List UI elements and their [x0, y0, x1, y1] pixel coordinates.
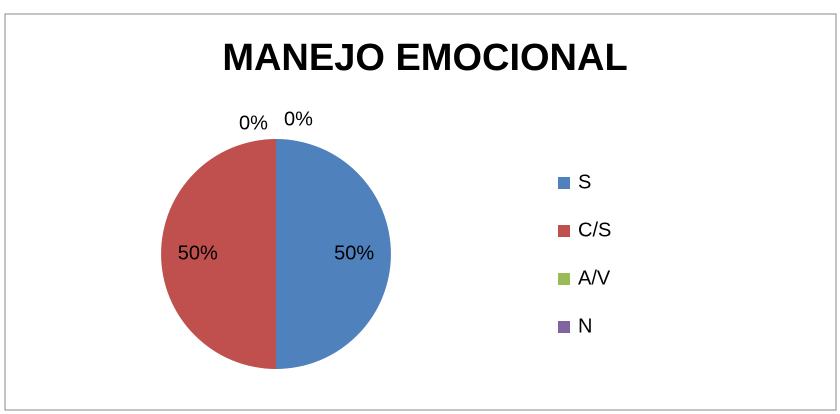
legend-label: A/V [578, 267, 611, 289]
chart-border [4, 13, 837, 411]
legend-label: C/S [578, 219, 611, 241]
pie-slice [161, 139, 276, 369]
data-label: 50% [178, 242, 218, 264]
data-label: 50% [334, 242, 374, 264]
legend-label: N [578, 315, 592, 337]
pie-slice [276, 139, 391, 369]
legend-swatch [558, 225, 570, 237]
chart-title: MANEJO EMOCIONAL [222, 37, 627, 79]
legend-label: S [578, 171, 591, 193]
legend-swatch [558, 321, 570, 333]
legend-swatch [558, 273, 570, 285]
data-label: 0% [239, 112, 268, 134]
legend-swatch [558, 177, 570, 189]
data-label: 0% [284, 108, 313, 130]
